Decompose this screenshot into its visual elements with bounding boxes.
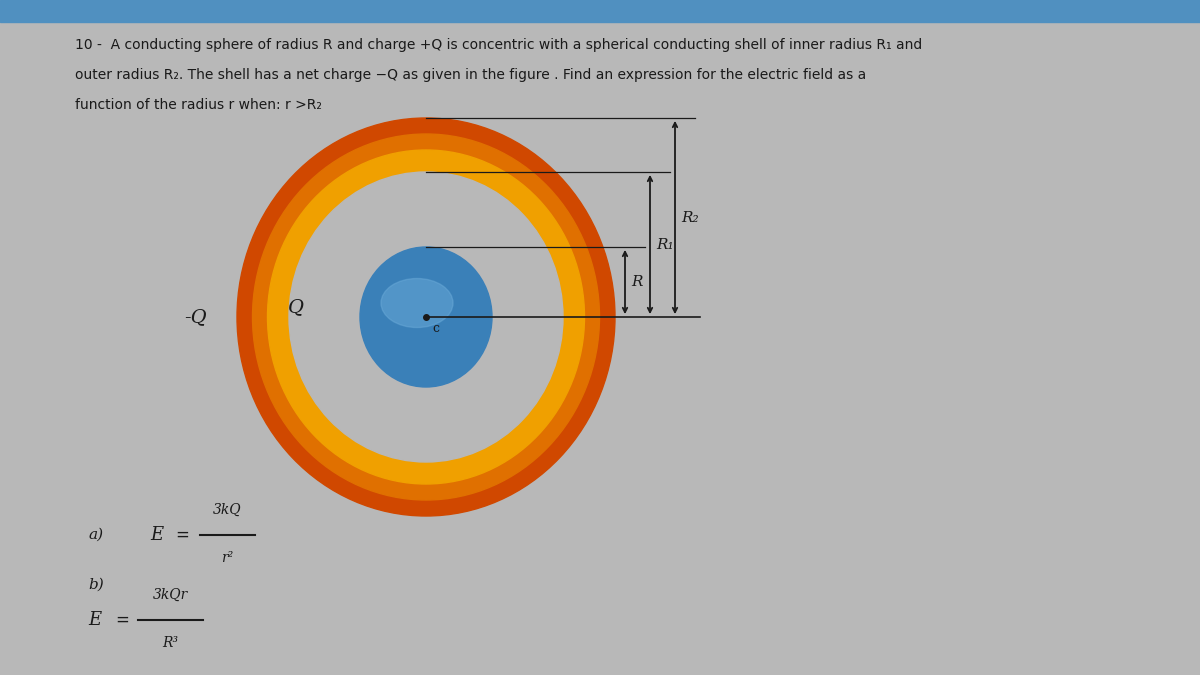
Text: outer radius R₂. The shell has a net charge −Q as given in the figure . Find an : outer radius R₂. The shell has a net cha…	[74, 68, 866, 82]
Text: R₂: R₂	[682, 211, 698, 225]
Text: E: E	[88, 611, 101, 629]
Text: 10 -  A conducting sphere of radius R and charge +Q is concentric with a spheric: 10 - A conducting sphere of radius R and…	[74, 38, 923, 52]
Text: E: E	[150, 526, 163, 544]
Ellipse shape	[289, 172, 563, 462]
Text: 3kQ: 3kQ	[212, 503, 241, 517]
Bar	[0, 0, 1200, 22]
Text: a): a)	[88, 528, 103, 542]
Text: 3kQr: 3kQr	[152, 588, 187, 602]
Text: -Q: -Q	[185, 308, 208, 326]
Text: R³: R³	[162, 636, 178, 650]
Text: =: =	[175, 526, 188, 544]
Ellipse shape	[382, 279, 454, 327]
Ellipse shape	[252, 134, 600, 500]
Text: function of the radius r when: r >R₂: function of the radius r when: r >R₂	[74, 98, 322, 112]
Text: R: R	[631, 275, 642, 289]
Text: Q: Q	[288, 298, 304, 316]
Ellipse shape	[360, 247, 492, 387]
Text: =: =	[115, 611, 128, 629]
Text: c: c	[432, 322, 439, 335]
Ellipse shape	[268, 150, 584, 484]
Text: r²: r²	[221, 551, 233, 565]
Ellipse shape	[238, 118, 616, 516]
Text: b): b)	[88, 578, 103, 592]
Text: R₁: R₁	[656, 238, 673, 252]
